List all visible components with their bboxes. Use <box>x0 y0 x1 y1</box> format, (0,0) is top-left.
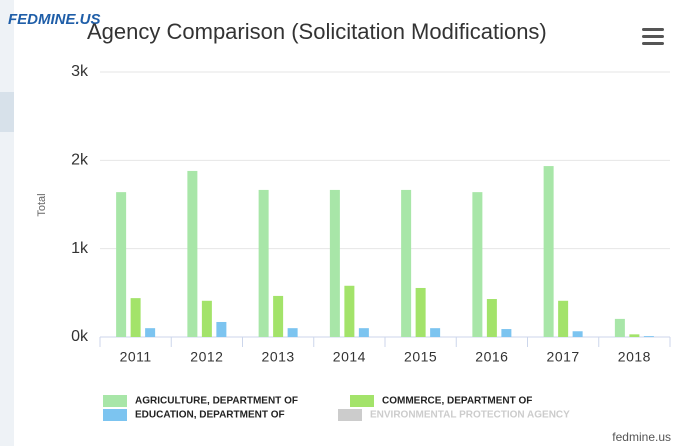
legend-label[interactable]: ENVIRONMENTAL PROTECTION AGENCY <box>370 410 570 421</box>
bar <box>201 300 212 337</box>
bar <box>401 189 412 337</box>
y-tick-label: 2k <box>71 152 89 169</box>
bar <box>558 300 569 337</box>
bar <box>273 295 284 337</box>
bar <box>145 328 156 337</box>
x-tick-label: 2014 <box>333 349 366 365</box>
menu-button[interactable] <box>642 28 664 45</box>
legend-swatch[interactable] <box>350 395 374 407</box>
side-strip <box>0 0 14 446</box>
legend-label[interactable]: EDUCATION, DEPARTMENT OF <box>135 410 285 421</box>
side-strip-tab <box>0 92 14 132</box>
legend-swatch[interactable] <box>103 395 127 407</box>
x-tick-label: 2012 <box>190 349 223 365</box>
x-tick-label: 2015 <box>404 349 437 365</box>
bar <box>501 329 512 337</box>
x-tick-label: 2017 <box>547 349 580 365</box>
x-tick-label: 2016 <box>475 349 508 365</box>
bar <box>287 328 298 337</box>
y-tick-label: 0k <box>71 328 89 345</box>
x-tick-label: 2018 <box>618 349 651 365</box>
y-tick-label: 1k <box>71 240 89 257</box>
bar <box>486 299 497 337</box>
bar <box>629 334 640 337</box>
y-axis-label: Total <box>36 193 48 216</box>
credit: fedmine.us <box>612 430 671 444</box>
bar <box>358 328 369 337</box>
bar <box>216 321 227 337</box>
menu-bar[interactable] <box>642 28 664 31</box>
x-tick-label: 2013 <box>262 349 295 365</box>
bar <box>643 336 654 337</box>
bar <box>344 285 355 337</box>
chart-title: Agency Comparison (Solicitation Modifica… <box>87 19 547 44</box>
bar <box>543 166 554 337</box>
legend-label[interactable]: AGRICULTURE, DEPARTMENT OF <box>135 396 298 407</box>
bar <box>614 318 625 337</box>
bar <box>472 192 483 337</box>
bar <box>187 170 198 337</box>
menu-bar[interactable] <box>642 42 664 45</box>
bar <box>116 192 127 337</box>
legend-swatch[interactable] <box>103 409 127 421</box>
bar <box>572 331 583 337</box>
bar <box>258 189 269 337</box>
bar <box>430 328 441 337</box>
bar <box>415 287 426 337</box>
bar <box>130 298 141 337</box>
x-tick-label: 2011 <box>120 349 152 365</box>
y-tick-label: 3k <box>71 63 89 80</box>
legend-swatch[interactable] <box>338 409 362 421</box>
menu-bar[interactable] <box>642 35 664 38</box>
bar <box>329 189 340 337</box>
legend-label[interactable]: COMMERCE, DEPARTMENT OF <box>382 396 532 407</box>
logo: FEDMINE.US <box>8 11 101 28</box>
